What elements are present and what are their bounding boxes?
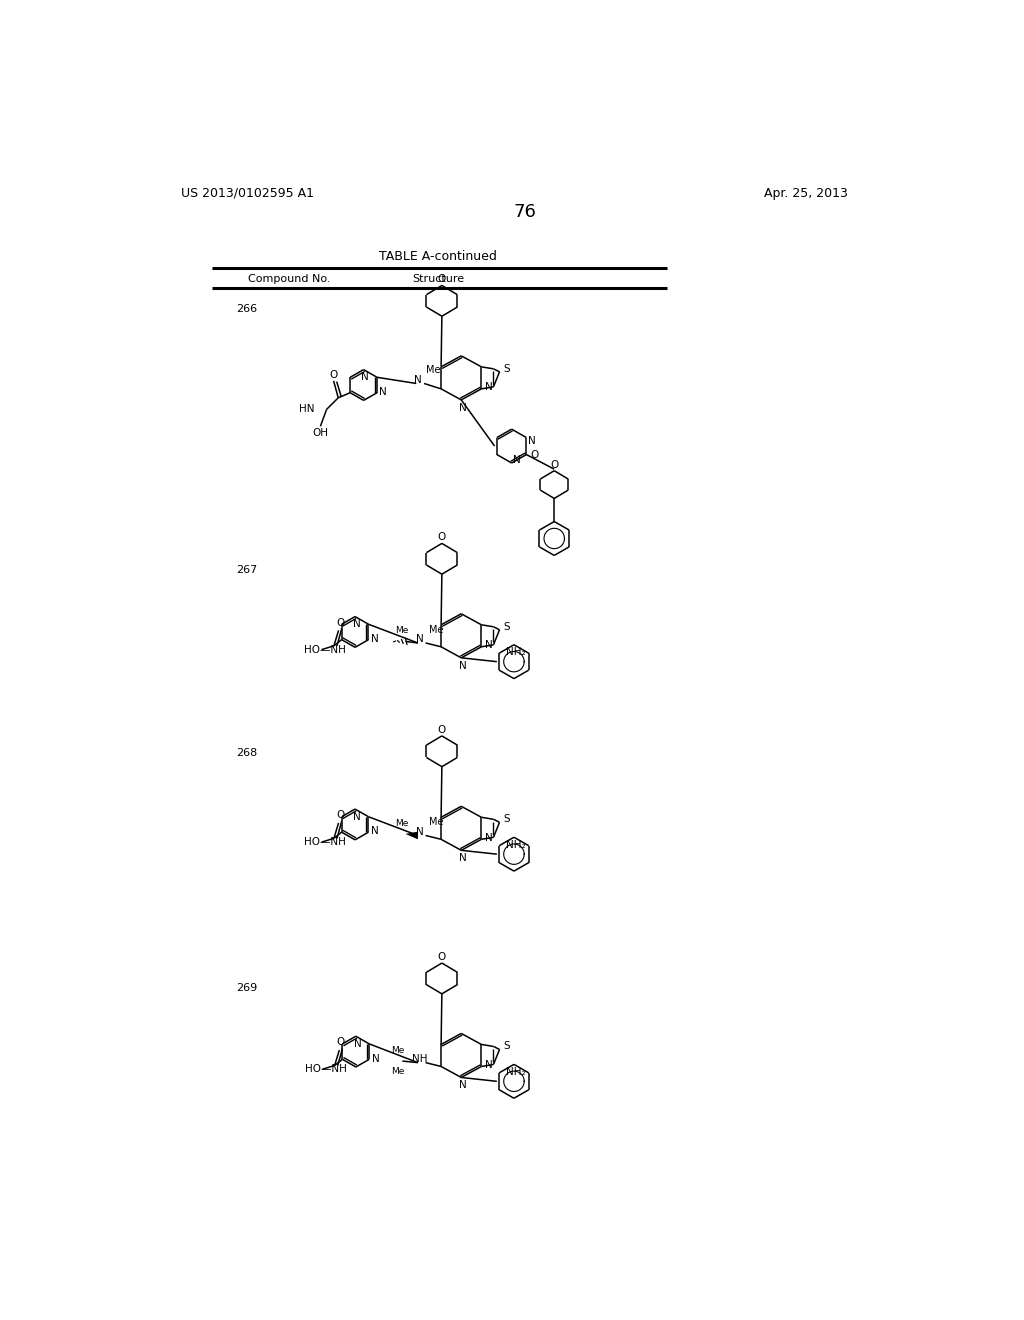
Polygon shape xyxy=(406,832,418,840)
Text: O: O xyxy=(336,810,344,820)
Text: O: O xyxy=(530,450,539,459)
Text: N: N xyxy=(371,634,379,644)
Text: N: N xyxy=(484,1060,493,1071)
Text: N: N xyxy=(484,640,493,651)
Text: O: O xyxy=(336,618,344,628)
Text: Apr. 25, 2013: Apr. 25, 2013 xyxy=(764,186,848,199)
Text: N: N xyxy=(513,455,521,465)
Text: Me: Me xyxy=(395,818,409,828)
Text: 266: 266 xyxy=(237,305,258,314)
Text: N: N xyxy=(352,812,360,822)
Text: NH: NH xyxy=(412,1053,427,1064)
Text: Me: Me xyxy=(391,1045,404,1055)
Text: HO—NH: HO—NH xyxy=(304,837,346,847)
Text: N: N xyxy=(459,660,467,671)
Text: NH₂: NH₂ xyxy=(506,840,525,850)
Text: N: N xyxy=(372,1053,379,1064)
Text: N: N xyxy=(352,619,360,630)
Text: HO—NH: HO—NH xyxy=(304,644,346,655)
Text: N: N xyxy=(484,833,493,842)
Text: N: N xyxy=(459,1080,467,1090)
Text: N: N xyxy=(459,403,467,413)
Text: O: O xyxy=(437,532,446,543)
Text: S: S xyxy=(503,1041,510,1051)
Text: HN: HN xyxy=(299,404,315,414)
Text: Me: Me xyxy=(429,817,443,828)
Text: N: N xyxy=(416,826,423,837)
Text: O: O xyxy=(550,459,558,470)
Text: N: N xyxy=(414,375,422,384)
Text: N: N xyxy=(484,383,493,392)
Text: S: S xyxy=(503,364,510,374)
Text: N: N xyxy=(416,634,423,644)
Text: N: N xyxy=(528,437,536,446)
Text: O: O xyxy=(437,275,446,284)
Text: S: S xyxy=(503,814,510,824)
Text: Me: Me xyxy=(395,626,409,635)
Text: NH₂: NH₂ xyxy=(506,647,525,657)
Text: NH₂: NH₂ xyxy=(506,1067,525,1077)
Text: Me: Me xyxy=(429,624,443,635)
Text: TABLE A-continued: TABLE A-continued xyxy=(379,251,497,264)
Text: OH: OH xyxy=(312,428,329,438)
Text: Compound No.: Compound No. xyxy=(248,273,331,284)
Text: Me: Me xyxy=(391,1068,404,1076)
Text: O: O xyxy=(437,725,446,735)
Text: N: N xyxy=(459,853,467,863)
Text: O: O xyxy=(337,1038,345,1047)
Text: Structure: Structure xyxy=(412,273,464,284)
Text: N: N xyxy=(361,372,369,383)
Text: S: S xyxy=(503,622,510,632)
Text: 76: 76 xyxy=(513,203,537,222)
Text: N: N xyxy=(371,826,379,837)
Text: 269: 269 xyxy=(237,983,258,994)
Text: O: O xyxy=(437,952,446,962)
Text: HO—NH: HO—NH xyxy=(305,1064,347,1074)
Text: O: O xyxy=(330,370,338,380)
Text: N: N xyxy=(353,1039,361,1049)
Text: US 2013/0102595 A1: US 2013/0102595 A1 xyxy=(180,186,313,199)
Text: Me: Me xyxy=(426,366,440,375)
Text: N: N xyxy=(379,387,387,397)
Text: 267: 267 xyxy=(237,565,258,576)
Text: 268: 268 xyxy=(237,748,258,758)
